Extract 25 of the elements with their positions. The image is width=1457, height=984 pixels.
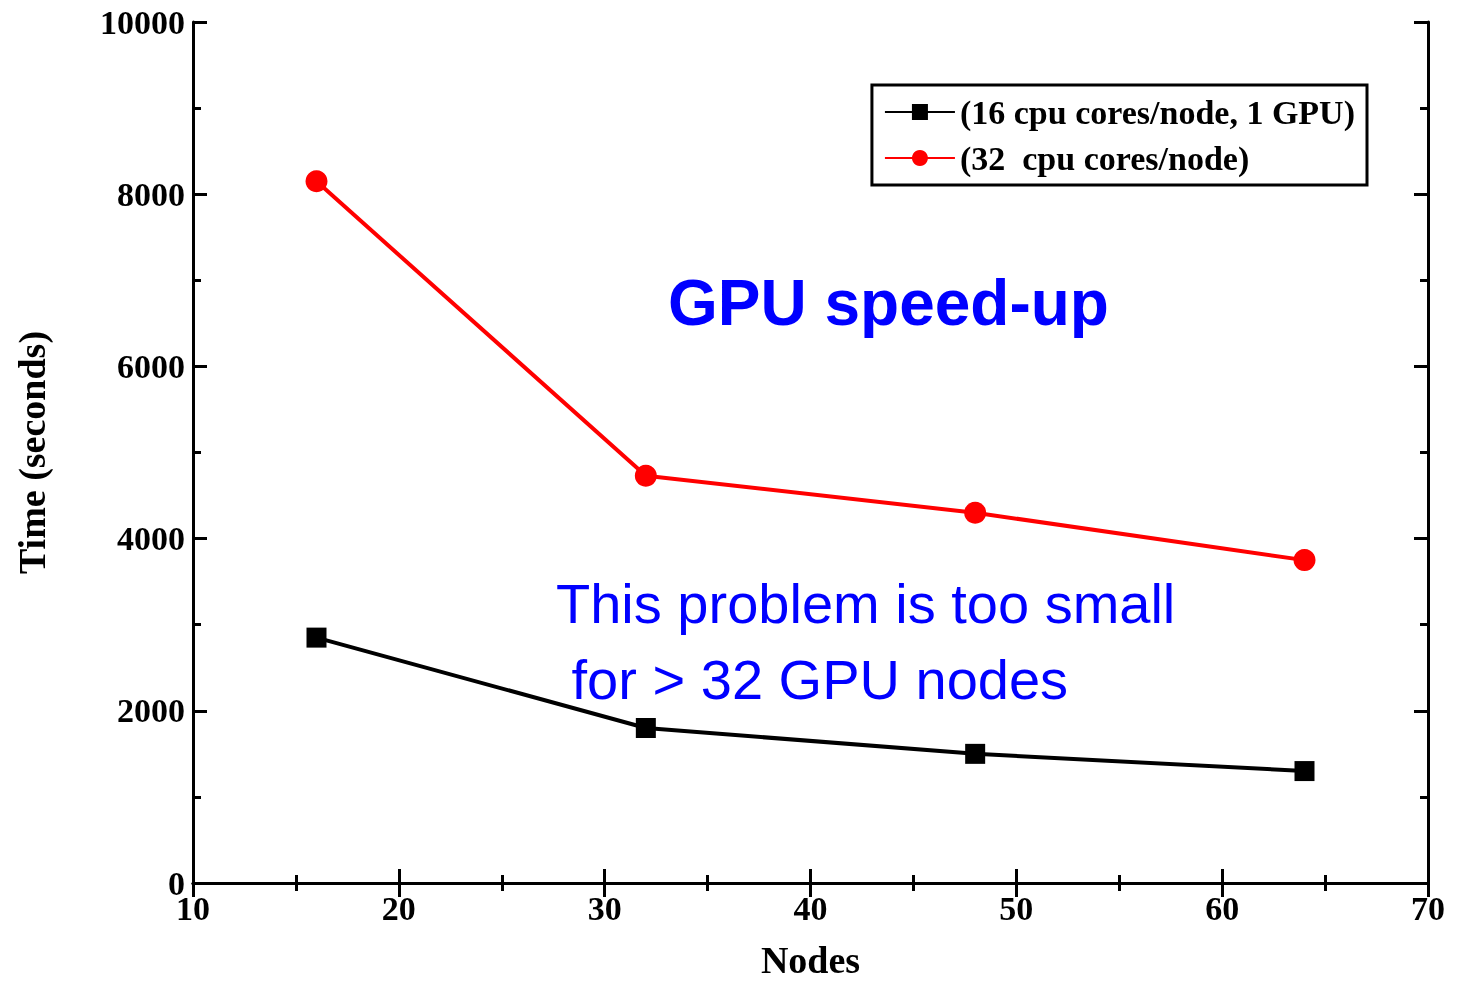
annotation: GPU speed-up <box>668 267 1109 339</box>
legend-label: (32 cpu cores/node) <box>959 139 1250 178</box>
x-tick-label: 50 <box>999 889 1034 927</box>
y-tick-label: 4000 <box>117 520 185 558</box>
y-tick-label: 6000 <box>117 347 185 385</box>
point <box>964 501 987 524</box>
annotation: This problem is too small for > 32 GPU nodes <box>556 571 1176 711</box>
x-tick-label: 60 <box>1205 889 1240 927</box>
x-axis-title: Nodes <box>760 939 861 981</box>
x-tick-label: 30 <box>587 889 622 927</box>
point <box>305 170 328 193</box>
point <box>634 464 657 487</box>
y-tick-label: 8000 <box>117 175 185 213</box>
x-tick-label: 70 <box>1411 889 1445 927</box>
point <box>965 743 986 764</box>
point <box>1294 761 1315 782</box>
x-tick-label: 40 <box>793 889 828 927</box>
y-tick-label: 10000 <box>100 3 185 41</box>
y-tick-label: 2000 <box>117 692 185 730</box>
y-axis-title: Time (seconds) <box>11 330 54 575</box>
legend-label: (16 cpu cores/node, 1 GPU) <box>959 93 1356 132</box>
x-tick-label: 20 <box>381 889 416 927</box>
point <box>306 627 327 648</box>
point <box>635 718 656 739</box>
point <box>1293 549 1316 572</box>
